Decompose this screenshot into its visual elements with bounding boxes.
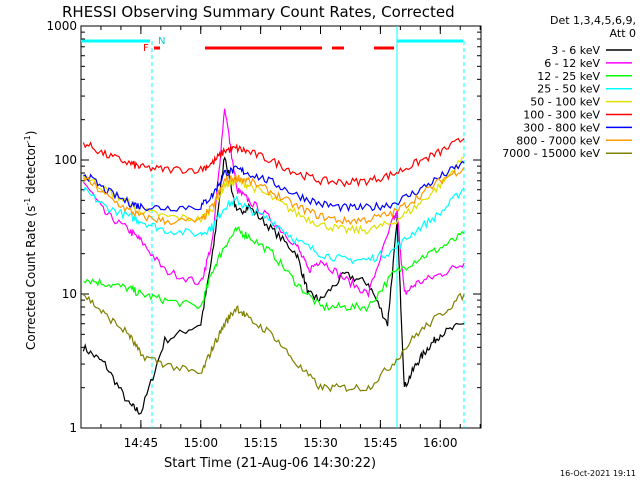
series-lines [82,108,465,415]
legend-label: 6 - 12 keV [544,57,600,70]
series-line-3 [82,186,465,265]
y-tick-label: 1 [69,421,77,435]
flag-label-F: F [143,43,149,54]
x-tick-label: 16:00 [423,436,458,450]
y-tick-label: 10 [62,287,77,301]
y-axis-label-main: Corrected Count Rate (s [24,206,38,350]
x-tick-label: 15:45 [363,436,398,450]
y-tick-label: 1000 [46,19,77,33]
series-line-2 [83,226,465,313]
plot-frame [80,25,482,429]
series-line-6 [83,160,465,213]
legend-label: 300 - 800 keV [523,121,600,134]
series-line-8 [83,292,465,393]
legend-label: 800 - 7000 keV [516,134,600,147]
chart-title: RHESSI Observing Summary Count Rates, Co… [62,3,455,21]
y-axis-label-sup2: -1 [23,135,32,143]
y-axis-label-end: ) [24,131,38,136]
x-axis-ticks: 14:45 15:00 15:15 15:30 15:45 16:00 [80,26,481,450]
series-line-5 [82,137,465,188]
series-line-1 [82,108,465,299]
x-tick-label: 15:30 [303,436,338,450]
legend-label: 7000 - 15000 keV [502,147,600,160]
x-axis-label: Start Time (21-Aug-06 14:30:22) [164,456,376,471]
series-line-0 [82,156,465,415]
legend-header-line2: Att 0 [610,27,636,40]
legend-label: 25 - 50 keV [537,83,600,96]
flag-label-N: N [158,36,165,47]
legend-label: 50 - 100 keV [530,96,600,109]
legend-label: 100 - 300 keV [523,109,600,122]
x-tick-label: 15:15 [243,436,278,450]
y-axis-ticks: 1 10 100 1000 [46,19,481,435]
legend-header-line1: Det 1,3,4,5,6,9, [550,14,636,27]
y-axis-label-mid: detector [24,143,38,198]
legend-label: 12 - 25 keV [537,70,600,83]
y-axis-label-sup1: -1 [23,198,32,206]
observing-flags: F N [81,26,465,428]
x-tick-label: 14:45 [124,436,159,450]
x-tick-label: 15:00 [183,436,218,450]
series-line-7 [82,167,465,226]
y-axis-label: Corrected Count Rate (s-1 detector-1) [23,131,38,350]
y-tick-label: 100 [54,153,77,167]
render-timestamp: 16-Oct-2021 19:11 [560,469,636,478]
legend-label: 3 - 6 keV [551,44,600,57]
